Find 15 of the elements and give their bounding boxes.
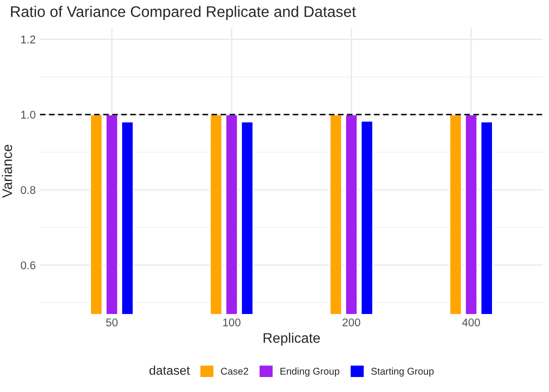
legend-title: dataset — [149, 366, 190, 375]
y-tick-label: 0.6 — [20, 261, 36, 270]
chart-title: Ratio of Variance Compared Replicate and Dataset — [11, 6, 356, 20]
x-tick-label: 200 — [342, 318, 360, 326]
x-tick-label: 50 — [106, 318, 118, 326]
y-tick-label: 0.8 — [20, 186, 36, 194]
legend-label: Case2 — [221, 368, 248, 375]
x-tick-label: 400 — [462, 318, 480, 326]
x-axis-title: Replicate — [264, 332, 320, 346]
legend-label: Ending Group — [280, 368, 340, 377]
x-tick-label: 100 — [223, 318, 240, 326]
y-tick-label: 1.2 — [21, 36, 36, 44]
y-axis-title: Variance — [2, 144, 12, 198]
y-tick-label: 1.0 — [21, 110, 36, 119]
legend-label: Starting Group — [371, 368, 434, 377]
